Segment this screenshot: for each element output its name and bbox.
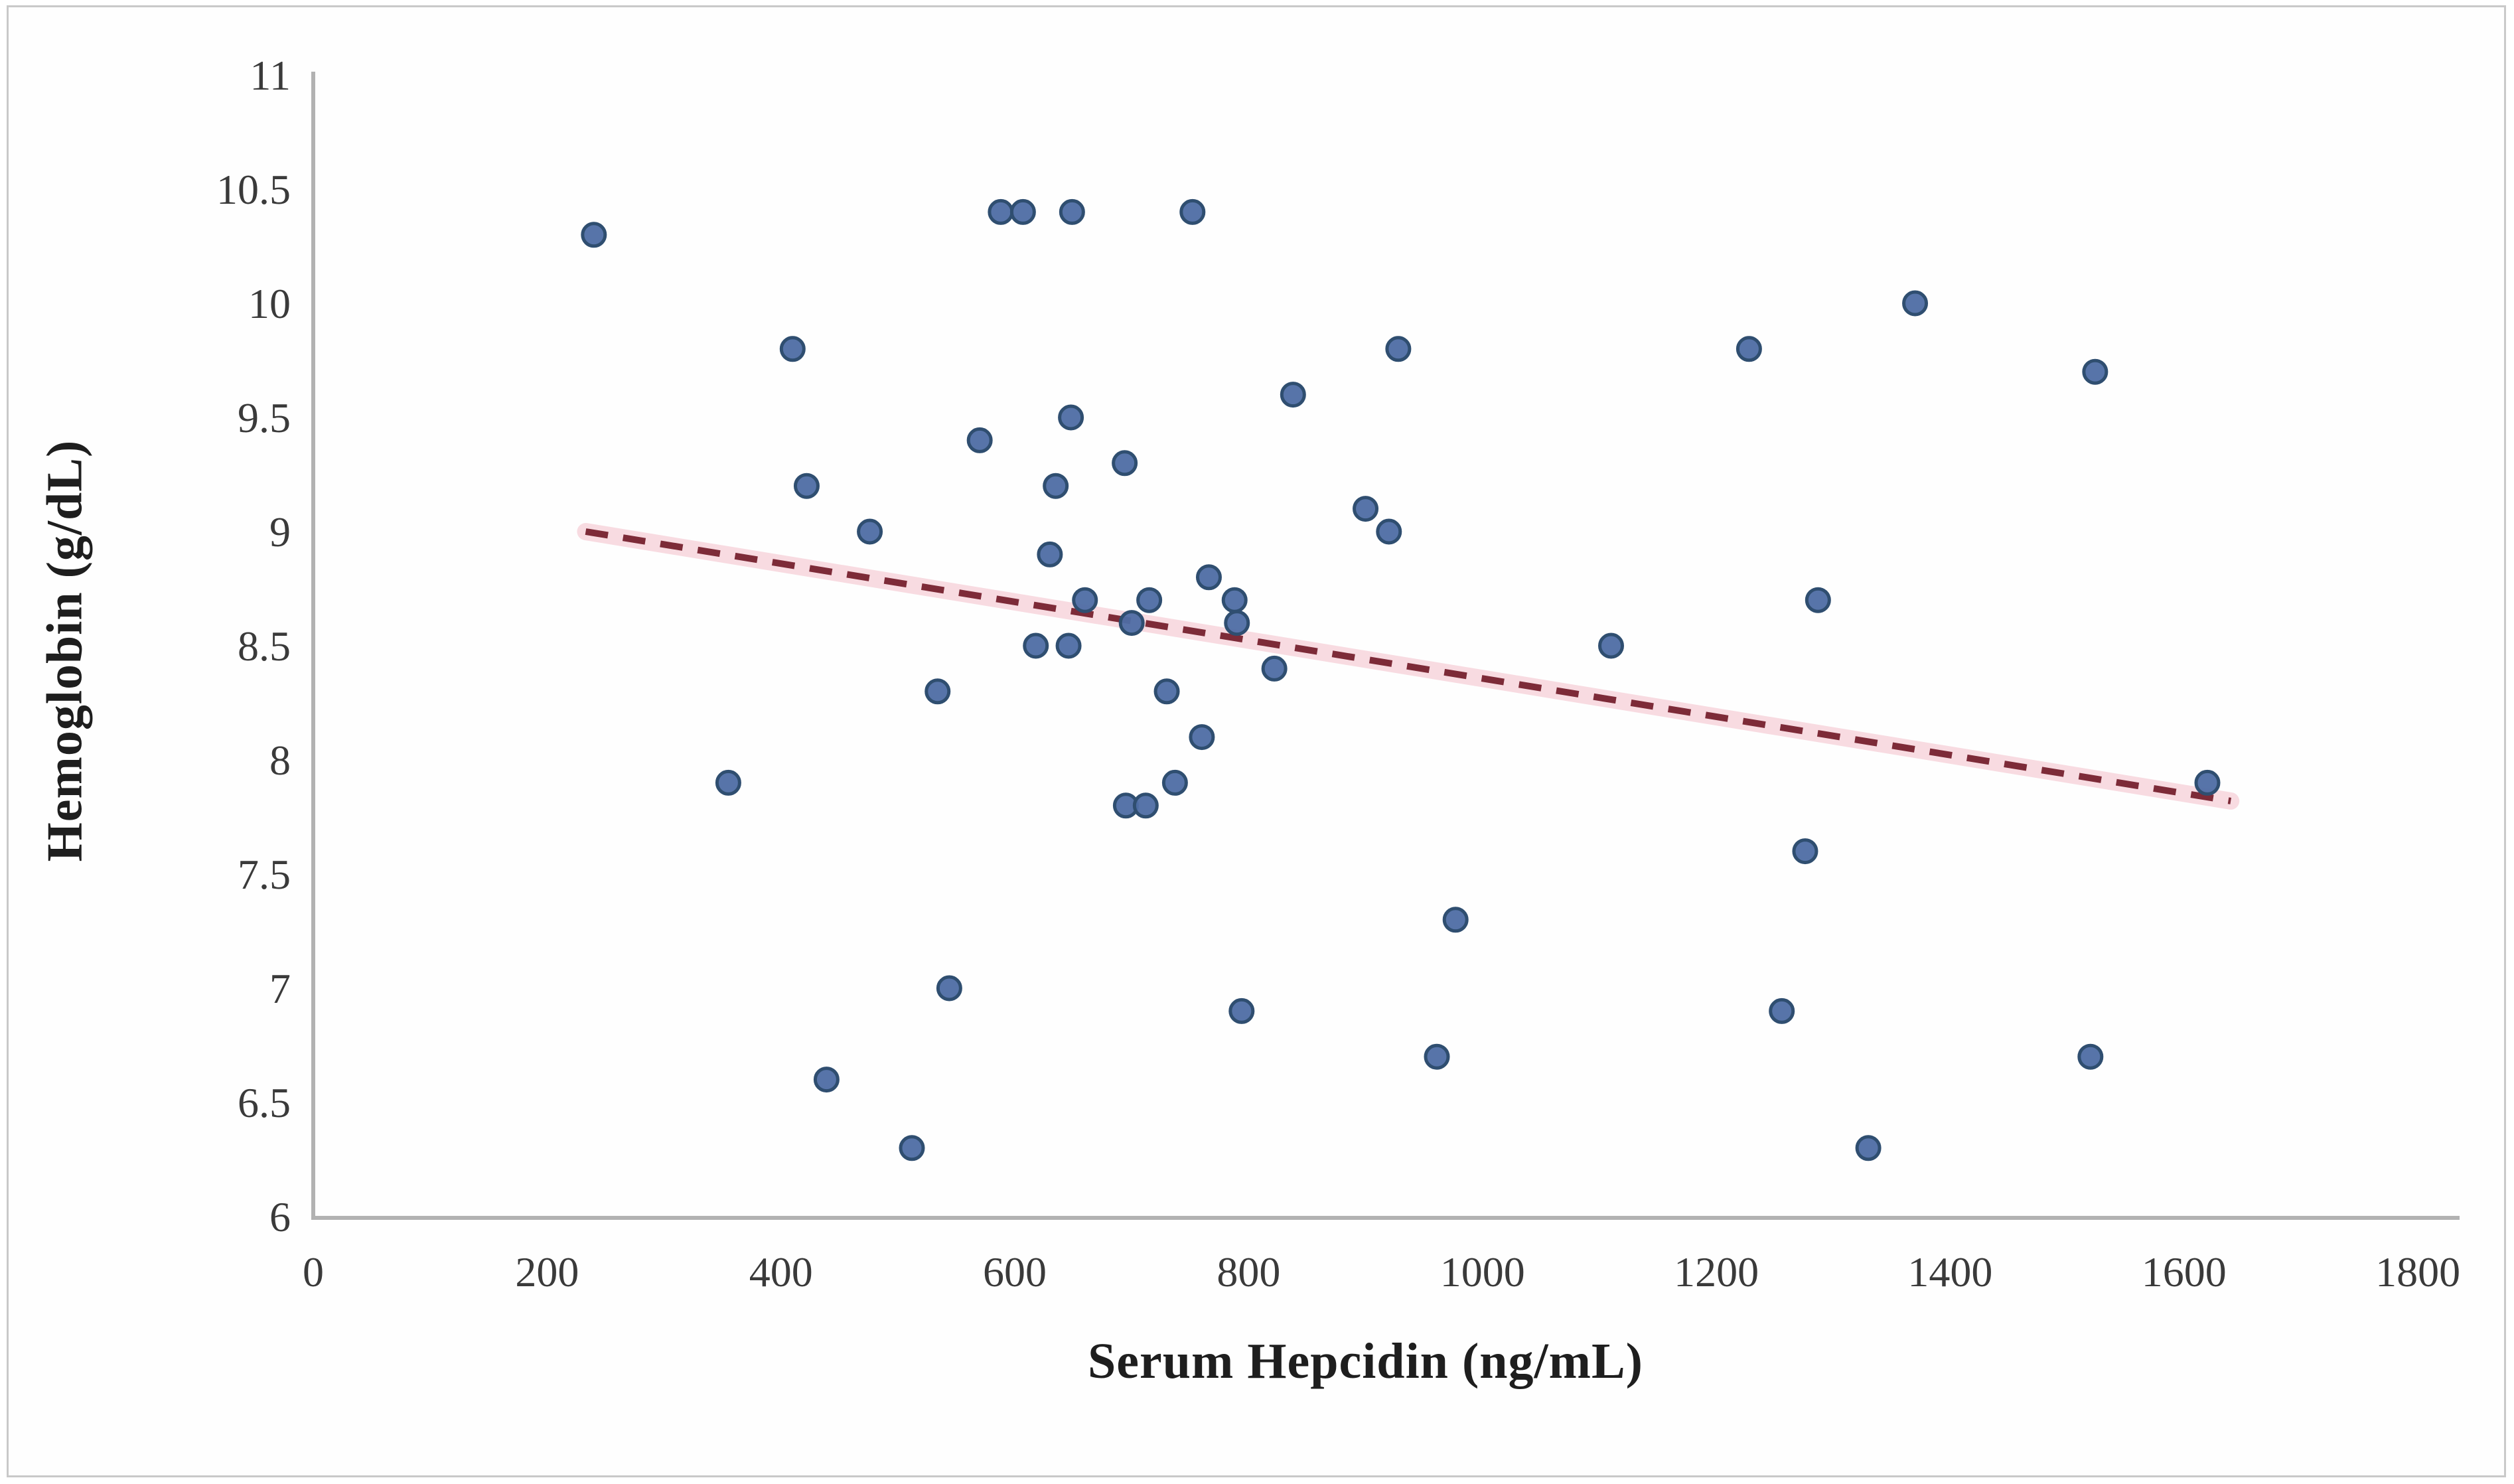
data-point	[1112, 450, 1138, 477]
data-point	[1132, 792, 1159, 819]
y-tick-label: 6	[269, 1193, 291, 1240]
data-point	[1136, 587, 1163, 613]
data-point	[1442, 907, 1469, 933]
data-point	[1055, 632, 1082, 659]
y-tick-label: 11	[250, 52, 291, 99]
data-point	[1736, 336, 1762, 362]
data-point	[581, 222, 607, 248]
data-point	[936, 975, 962, 1002]
x-tick-label: 1000	[1440, 1248, 1525, 1296]
data-point	[793, 473, 820, 499]
data-point	[1043, 473, 1069, 499]
data-point	[966, 427, 993, 453]
data-point	[1153, 678, 1180, 705]
x-tick-label: 200	[515, 1248, 579, 1296]
y-tick-label: 9.5	[238, 394, 291, 441]
data-point	[1118, 610, 1145, 636]
data-point	[2082, 358, 2108, 385]
y-tick-label: 10.5	[216, 166, 291, 213]
y-tick-label: 6.5	[238, 1079, 291, 1126]
data-point	[1058, 404, 1084, 431]
y-tick-label: 8	[269, 737, 291, 784]
data-point	[2077, 1043, 2104, 1070]
data-point	[1224, 610, 1250, 636]
tick-labels: 6 6.5 7 7.5 8 8.5 9 9.5 10 10.5 11 0 200 400 600 800 100…	[216, 52, 2460, 1296]
data-point	[1261, 655, 1288, 682]
trend-line-dashes	[585, 528, 2232, 804]
x-tick-label: 800	[1217, 1248, 1280, 1296]
data-point	[779, 336, 806, 362]
data-point	[1385, 336, 1412, 362]
data-point	[1376, 518, 1402, 545]
data-point	[1009, 198, 1036, 225]
data-points	[581, 198, 2221, 1161]
data-point	[1769, 998, 1795, 1024]
data-point	[1792, 838, 1818, 865]
data-point	[1598, 632, 1625, 659]
y-tick-label: 9	[269, 508, 291, 556]
x-tick-label: 1800	[2375, 1248, 2460, 1296]
axes	[311, 72, 2460, 1220]
figure-border	[7, 5, 2506, 1477]
data-point	[1023, 632, 1049, 659]
x-tick-label: 400	[749, 1248, 813, 1296]
data-point	[857, 518, 883, 545]
data-point	[1161, 769, 1188, 796]
data-point	[1902, 290, 1929, 317]
x-tick-label: 1600	[2142, 1248, 2227, 1296]
x-tick-label: 0	[303, 1248, 324, 1296]
data-point	[924, 678, 951, 705]
data-point	[2194, 769, 2221, 796]
trend-line	[577, 523, 2240, 810]
data-point	[1228, 998, 1255, 1024]
y-tick-label: 7	[269, 965, 291, 1012]
data-point	[1037, 541, 1063, 567]
x-axis-title: Serum Hepcidin (ng/mL)	[1088, 1333, 1643, 1389]
data-point	[1855, 1135, 1882, 1161]
data-point	[1805, 587, 1831, 613]
data-point	[1189, 724, 1215, 751]
data-point	[813, 1067, 840, 1093]
data-point	[1072, 587, 1098, 613]
data-point	[899, 1135, 925, 1161]
data-point	[988, 198, 1014, 225]
data-point	[1280, 382, 1306, 408]
data-point	[1424, 1043, 1450, 1070]
y-tick-label: 8.5	[238, 623, 291, 670]
x-tick-label: 600	[983, 1248, 1047, 1296]
x-tick-label: 1200	[1674, 1248, 1759, 1296]
y-tick-label: 10	[248, 280, 291, 327]
x-tick-label: 1400	[1907, 1248, 1992, 1296]
data-point	[1353, 496, 1379, 522]
data-point	[1195, 564, 1222, 591]
y-tick-label: 7.5	[238, 851, 291, 898]
y-axis-title: Hemoglobin (g/dL)	[37, 439, 93, 862]
data-point	[1059, 198, 1085, 225]
data-point	[1179, 198, 1206, 225]
data-point	[715, 769, 741, 796]
data-point	[1221, 587, 1248, 613]
